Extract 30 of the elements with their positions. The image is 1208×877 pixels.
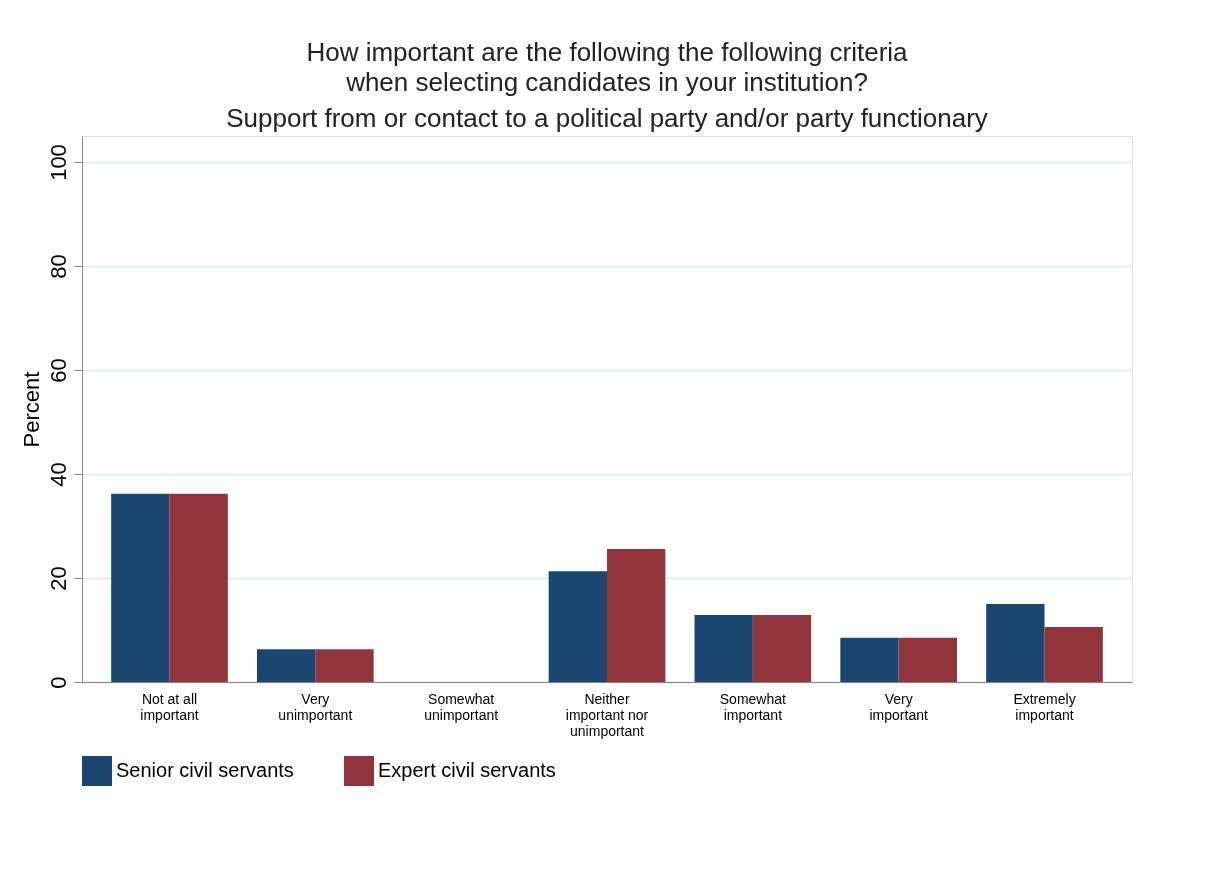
bar [752, 614, 812, 682]
bar [898, 637, 957, 682]
chart-subtitle: Support from or contact to a political party and/or party functionary [226, 103, 988, 133]
bar [315, 649, 374, 682]
bar [548, 571, 607, 682]
bar [986, 604, 1045, 682]
chart-title: How important are the following the following criteria when selecting candidates in your institution? [306, 37, 909, 97]
x-tick-label: Extremely important [1013, 690, 1076, 723]
x-tick-label: Not at all important [140, 690, 199, 723]
y-axis-title: Percent [18, 371, 44, 448]
bar [169, 493, 228, 682]
y-tick-label: 100 [45, 144, 71, 181]
x-tick-label: Very unimportant [278, 690, 353, 723]
bar [607, 548, 666, 682]
bar [694, 614, 753, 682]
y-tick-label: 80 [45, 254, 71, 279]
x-tick-label: Neither important nor unimportant [565, 690, 649, 739]
bar [257, 649, 316, 682]
bar [111, 493, 170, 682]
x-tick-label: Very important [869, 690, 928, 723]
bar [840, 637, 899, 682]
legend-label: Expert civil servants [378, 759, 556, 781]
bar [1044, 626, 1103, 682]
y-tick-label: 20 [45, 566, 71, 591]
x-tick-label: Somewhat important [719, 690, 787, 723]
y-tick-label: 60 [45, 358, 71, 383]
x-tick-label: Somewhat unimportant [424, 690, 499, 723]
legend-label: Senior civil servants [116, 759, 294, 781]
y-tick-label: 40 [45, 462, 71, 487]
y-tick-label: 0 [45, 676, 71, 689]
